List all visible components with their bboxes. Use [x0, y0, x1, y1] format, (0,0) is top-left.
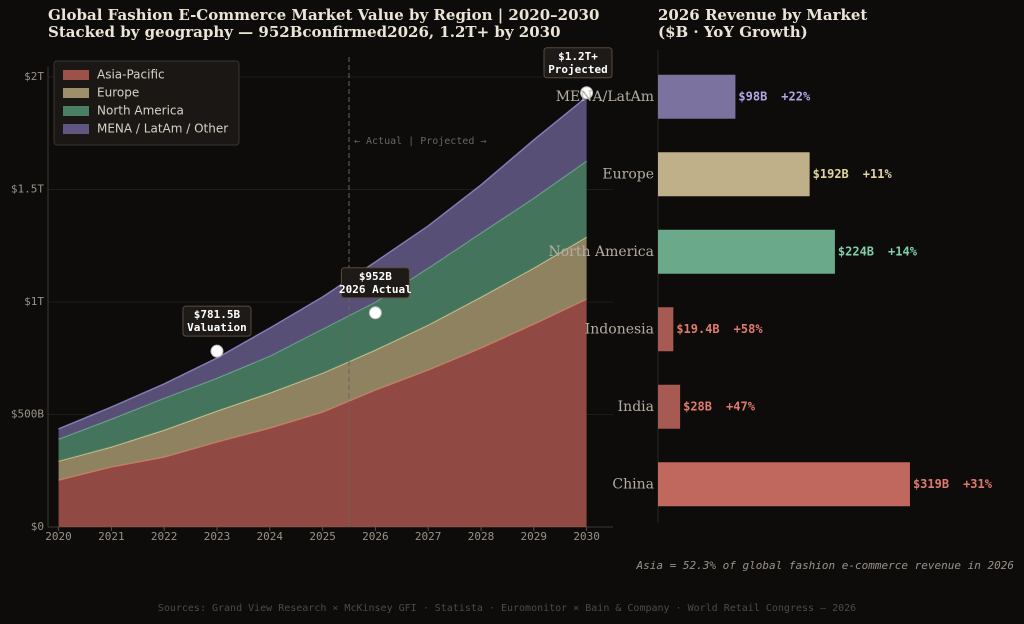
annotation-label: $952B	[359, 270, 392, 283]
bar	[658, 74, 736, 119]
legend-label: Europe	[97, 86, 139, 100]
category-label: North America	[549, 244, 655, 260]
category-label: MENA/LatAm	[556, 89, 654, 105]
x-tick-label: 2026	[362, 530, 389, 543]
growth-label: +11%	[863, 167, 893, 181]
bar	[658, 229, 835, 274]
growth-label: +22%	[781, 89, 811, 103]
category-label: India	[618, 399, 654, 415]
category-label: Europe	[602, 166, 654, 182]
y-tick-label: $1T	[24, 295, 44, 308]
x-tick-label: 2024	[257, 530, 284, 543]
value-label: $28B	[683, 399, 712, 413]
growth-label: +47%	[726, 399, 756, 413]
legend-label: MENA / LatAm / Other	[97, 122, 228, 136]
annotation-note: Valuation	[187, 321, 247, 334]
x-tick-label: 2028	[468, 530, 495, 543]
category-label: Indonesia	[585, 321, 654, 337]
annotation-box	[182, 305, 252, 337]
x-tick-label: 2022	[151, 530, 178, 543]
y-tick-label: $500B	[11, 408, 44, 421]
value-label: $98B	[738, 89, 767, 103]
annotation-point	[368, 306, 382, 320]
chart-subtitle: Stacked by geography — 952Bconfirmed2026…	[48, 23, 561, 41]
source: Sources: Grand View Research × McKinsey …	[158, 603, 856, 614]
bar	[658, 462, 910, 507]
footnote: Asia = 52.3% of global fashion e-commerc…	[636, 559, 1015, 572]
legend-swatch	[63, 70, 89, 80]
y-tick-label: $1.5T	[11, 183, 44, 196]
category-label: China	[612, 476, 654, 492]
chart-subtitle: ($B · YoY Growth)	[658, 23, 808, 41]
growth-label: +31%	[963, 477, 993, 491]
growth-label: +14%	[888, 244, 918, 258]
annotation-label: $781.5B	[194, 308, 241, 321]
legend: Asia-Pacific Europe North America MENA / La…	[53, 60, 240, 146]
x-tick-label: 2020	[45, 530, 72, 543]
annotation-note: 2026 Actual	[339, 283, 412, 296]
divider-label: ← Actual | Projected →	[354, 136, 486, 147]
y-tick-label: $2T	[24, 70, 44, 83]
legend-swatch	[63, 124, 89, 134]
value-label: $224B	[838, 244, 874, 258]
value-label: $19.4B	[676, 322, 719, 336]
value-label: $319B	[913, 477, 949, 491]
annotation-note: Projected	[548, 63, 608, 76]
legend-box	[53, 60, 240, 146]
chart-title: Global Fashion E-Commerce Market Value b…	[48, 6, 599, 24]
bar	[658, 307, 674, 352]
legend-swatch	[63, 88, 89, 98]
legend-label: Asia-Pacific	[97, 68, 165, 82]
x-tick-label: 2021	[98, 530, 125, 543]
x-tick-label: 2023	[204, 530, 231, 543]
area	[58, 236, 587, 480]
annotation-point	[580, 86, 594, 100]
value-label: $192B	[813, 167, 849, 181]
annotation-point	[210, 344, 224, 358]
area	[58, 160, 587, 462]
x-tick-label: 2027	[415, 530, 442, 543]
chart-title: 2026 Revenue by Market	[658, 6, 867, 24]
x-tick-label: 2025	[309, 530, 336, 543]
legend-swatch	[63, 106, 89, 116]
annotation-label: $1.2T+	[558, 50, 598, 63]
legend-label: North America	[97, 104, 184, 118]
x-tick-label: 2030	[573, 530, 600, 543]
x-tick-label: 2029	[521, 530, 548, 543]
annotation-box	[543, 47, 613, 79]
y-tick-label: $0	[31, 520, 44, 533]
area-edge	[58, 96, 588, 430]
annotation-box	[340, 267, 410, 299]
bar	[658, 152, 810, 197]
bar	[658, 384, 681, 429]
area	[58, 299, 587, 527]
growth-label: +58%	[734, 322, 764, 336]
